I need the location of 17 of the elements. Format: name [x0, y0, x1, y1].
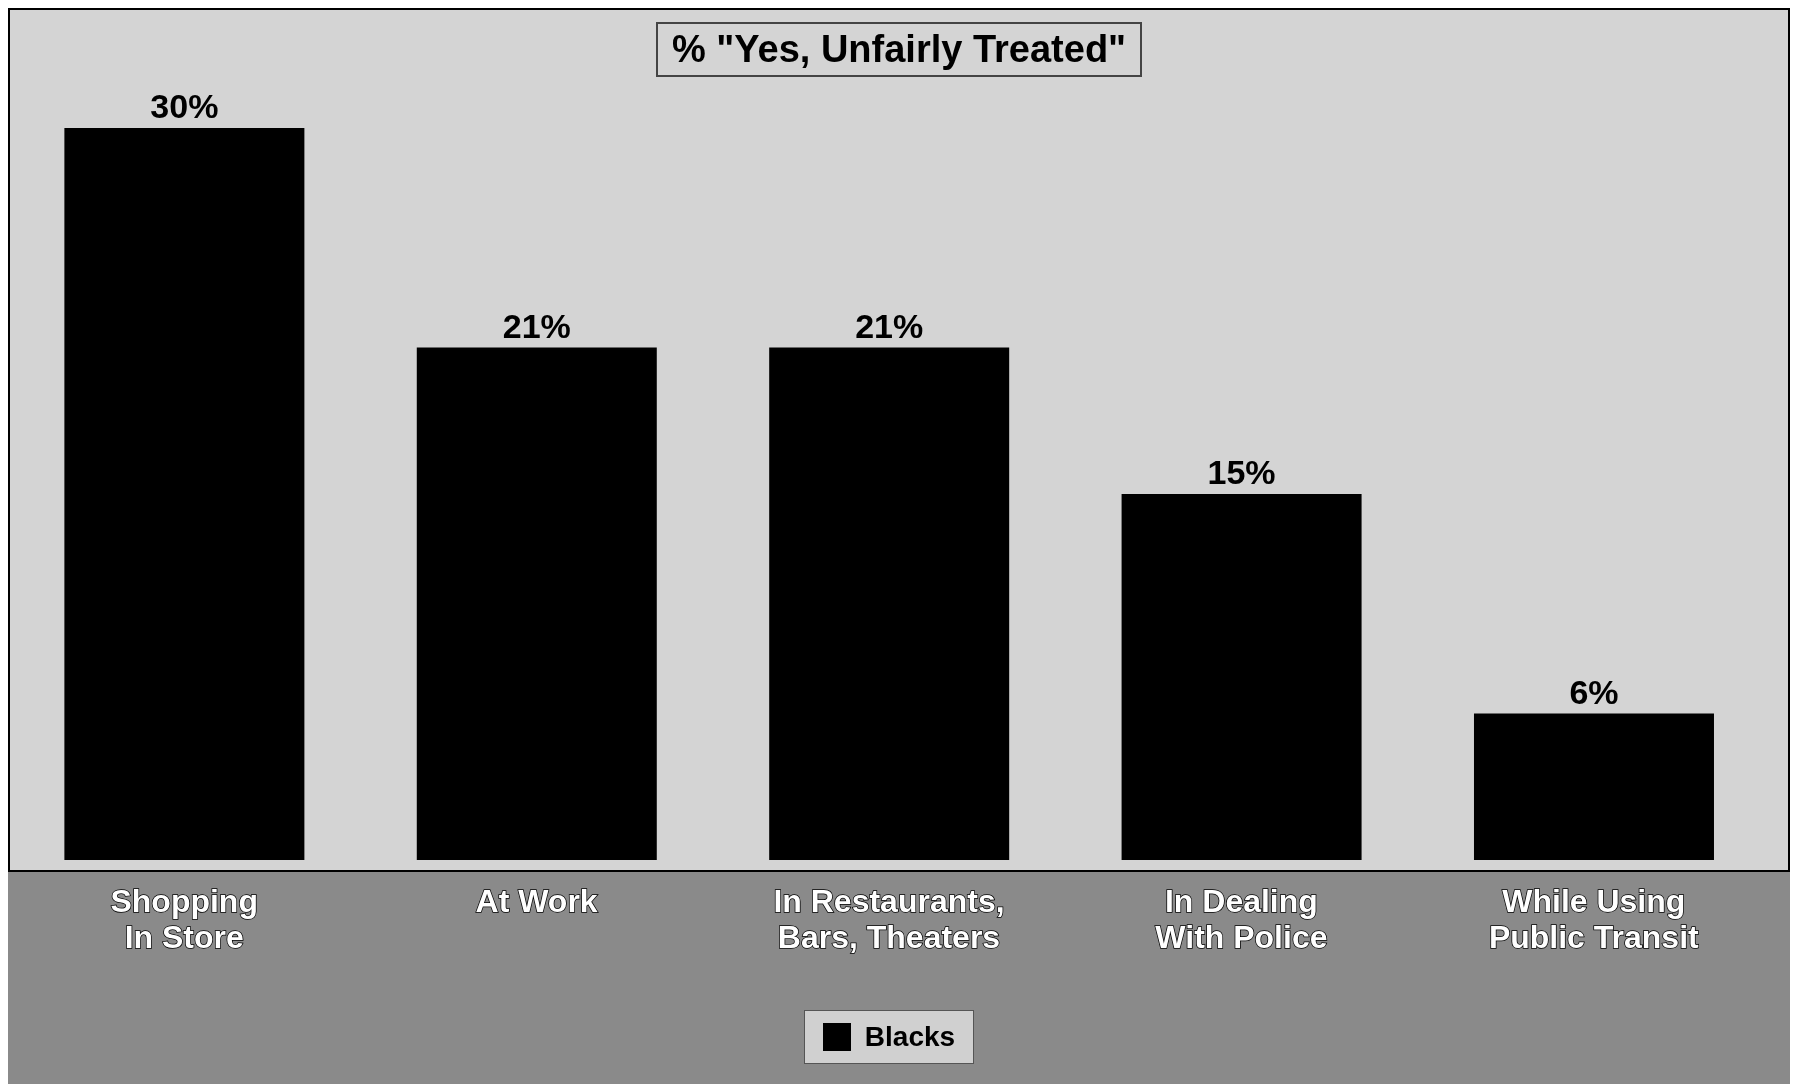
bar: [769, 347, 1010, 860]
legend-label: Blacks: [864, 1021, 956, 1053]
chart-title: % "Yes, Unfairly Treated": [655, 22, 1143, 77]
data-label: 21%: [855, 306, 924, 345]
bar: [1121, 494, 1362, 860]
bar: [1473, 713, 1714, 860]
data-label: 21%: [502, 306, 571, 345]
bar: [416, 347, 657, 860]
data-label: 30%: [150, 87, 219, 125]
data-label: 15%: [1207, 453, 1276, 491]
x-tick-label: While Using Public Transit: [1488, 883, 1700, 955]
x-tick-label: Shopping In Store: [110, 883, 258, 955]
x-tick-label: In Dealing With Police: [1155, 883, 1328, 955]
x-tick-label: In Restaurants, Bars, Theaters: [773, 883, 1005, 955]
bar: [64, 128, 305, 860]
x-tick-label: At Work: [475, 883, 598, 919]
data-label: 6%: [1569, 672, 1619, 711]
